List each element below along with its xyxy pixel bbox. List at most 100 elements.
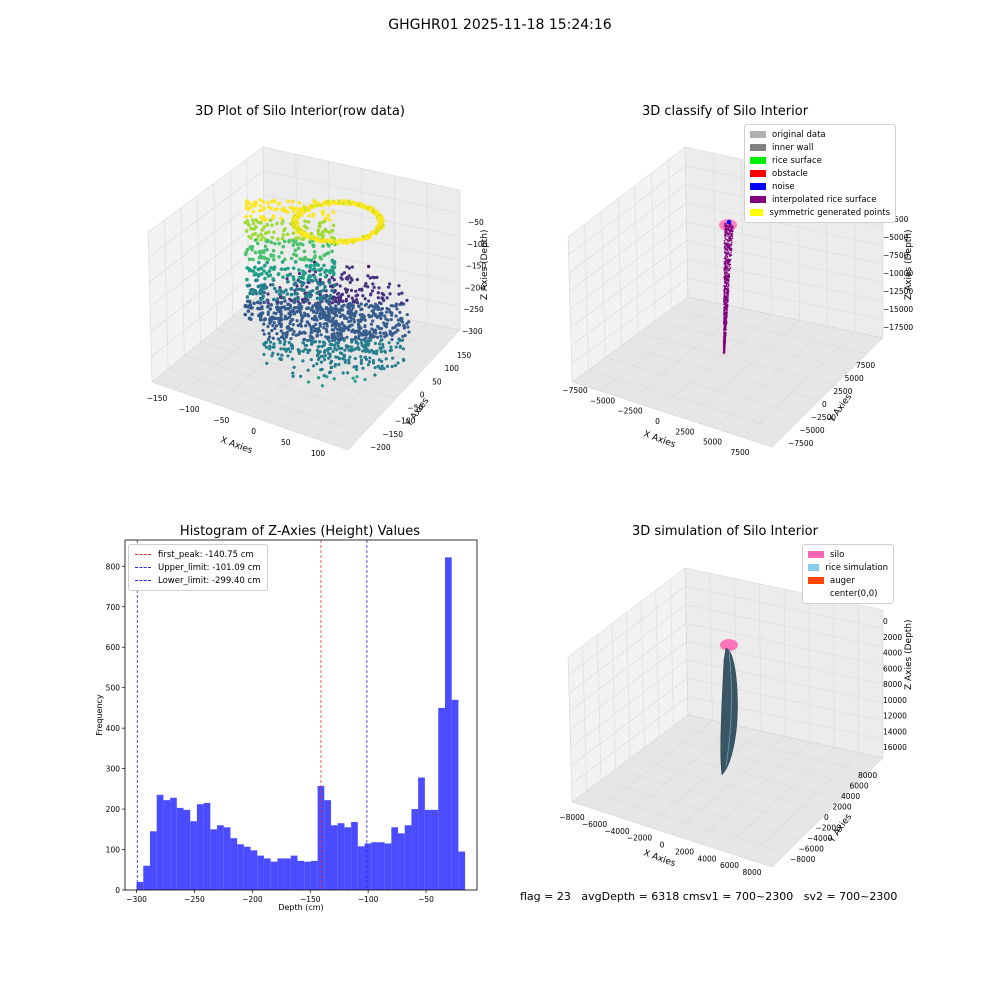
x-tick-label: −2000 <box>627 834 653 843</box>
histogram-bar <box>263 858 271 890</box>
hist-ylabel: Frequency <box>95 694 104 736</box>
gridline <box>571 696 884 785</box>
gridline <box>714 326 828 429</box>
gridline <box>568 604 884 694</box>
x-tick-label: −50 <box>213 416 229 425</box>
footer-stats: flag = 23 avgDepth = 6318 cmsv1 = 700~23… <box>520 890 897 903</box>
y-tick-label: 500 <box>106 684 121 693</box>
histogram-bar <box>337 823 345 890</box>
legend-swatch <box>750 157 766 164</box>
plot1-xlabel: X Axies <box>219 435 254 456</box>
z-tick-label: 8000 <box>883 680 902 689</box>
gridline <box>657 314 772 411</box>
histogram-bar <box>183 809 191 890</box>
z-tick-label: 14000 <box>883 727 907 736</box>
histogram-bar <box>149 831 157 890</box>
histogram-bar <box>357 846 365 890</box>
histogram-bar <box>210 829 218 890</box>
z-tick-label: 10000 <box>883 696 907 705</box>
legend-swatch <box>750 170 766 177</box>
histogram-bar <box>438 707 445 890</box>
gridline <box>149 194 461 283</box>
x-tick-label: 5000 <box>703 438 722 447</box>
y-tick-label: 800 <box>106 562 121 571</box>
x-tick-label: −6000 <box>582 820 608 829</box>
legend-item: obstacle <box>750 167 890 180</box>
y-tick-label: 6000 <box>850 782 869 791</box>
x-tick-label: 0 <box>655 417 660 426</box>
legend-swatch <box>750 131 766 138</box>
histogram-bar <box>277 858 285 890</box>
plot4-zlabel: Z Axies (Depth) <box>904 619 914 690</box>
x-tick-label: −100 <box>358 895 379 904</box>
plot2-title: 3D classify of Silo Interior <box>641 104 809 119</box>
gridline <box>654 320 852 370</box>
histogram-bar <box>431 809 439 890</box>
figure-title: GHGHR01 2025-11-18 15:24:16 <box>388 17 612 33</box>
histogram-bar <box>190 821 197 890</box>
hist-chart: −300 −250 −200 −150 −100 −50 0 100 200 300 400 500 6… <box>95 539 478 912</box>
legend-item: symmetric generated points <box>750 206 890 219</box>
y-tick-label: 200 <box>106 805 121 814</box>
gridline <box>600 779 800 841</box>
z-tick-label: −50 <box>468 218 484 227</box>
rice-simulation-surface <box>720 647 738 776</box>
y-tick-label: 5000 <box>845 374 864 383</box>
plot1-ylabel: Y Axies <box>404 396 432 429</box>
y-tick-label: −4000 <box>807 834 833 843</box>
gridline <box>200 342 397 399</box>
gridline <box>570 659 884 748</box>
histogram-bar <box>156 794 164 890</box>
floor-pane <box>571 296 884 448</box>
histogram-bar <box>304 861 311 890</box>
histogram-bar <box>176 807 184 890</box>
y-tick-label: 50 <box>432 377 442 386</box>
noise-point <box>726 219 732 225</box>
histogram-bar <box>257 855 264 890</box>
histogram-bar <box>203 803 211 890</box>
gridline <box>638 333 836 386</box>
z-tick-label: 6000 <box>883 664 902 673</box>
histogram-bar <box>424 809 432 890</box>
x-tick-label: −300 <box>126 895 147 904</box>
y-tick-label: 7500 <box>856 361 875 370</box>
plot4-legend: silo rice simulation auger center(0,0) <box>802 544 894 604</box>
rice-highlight <box>725 649 732 767</box>
histogram-bar <box>418 777 425 890</box>
gridline <box>629 758 828 813</box>
histogram-bar <box>136 881 144 890</box>
histogram-bar <box>344 827 352 890</box>
plot4-title: 3D simulation of Silo Interior <box>632 524 818 539</box>
gridline <box>184 355 381 417</box>
histogram-bar <box>398 833 405 890</box>
x-tick-label: −150 <box>147 394 168 403</box>
y-tick-label: 400 <box>106 724 121 733</box>
x-tick-label: 2500 <box>675 427 694 436</box>
gridline <box>671 308 868 354</box>
y-tick-label: −2000 <box>816 824 842 833</box>
gridline <box>621 345 820 401</box>
y-tick-label: −7500 <box>788 439 814 448</box>
y-tick-label: 4000 <box>841 792 860 801</box>
histogram-bar <box>324 800 332 890</box>
y-tick-label: 600 <box>106 643 121 652</box>
histogram-bar <box>196 804 204 890</box>
y-tick-label: −6000 <box>799 845 825 854</box>
histogram-bar <box>317 786 325 890</box>
y-tick-label: 300 <box>106 765 121 774</box>
z-tick-label: −10000 <box>883 269 913 278</box>
x-tick-label: 0 <box>251 427 256 436</box>
z-tick-label: −5000 <box>883 233 909 242</box>
x-tick-label: 4000 <box>697 854 716 863</box>
histogram-bar <box>270 861 278 890</box>
legend-item: inner wall <box>750 141 890 154</box>
y-tick-label: 150 <box>457 351 472 360</box>
gridline <box>282 316 396 428</box>
histogram-bar <box>243 846 251 890</box>
y-tick-label: −2500 <box>811 413 837 422</box>
gridline <box>216 329 413 382</box>
z-tick-label: 12000 <box>883 712 907 721</box>
histogram-bar <box>237 844 244 890</box>
gridline <box>673 725 870 772</box>
z-tick-label: −300 <box>462 327 483 336</box>
